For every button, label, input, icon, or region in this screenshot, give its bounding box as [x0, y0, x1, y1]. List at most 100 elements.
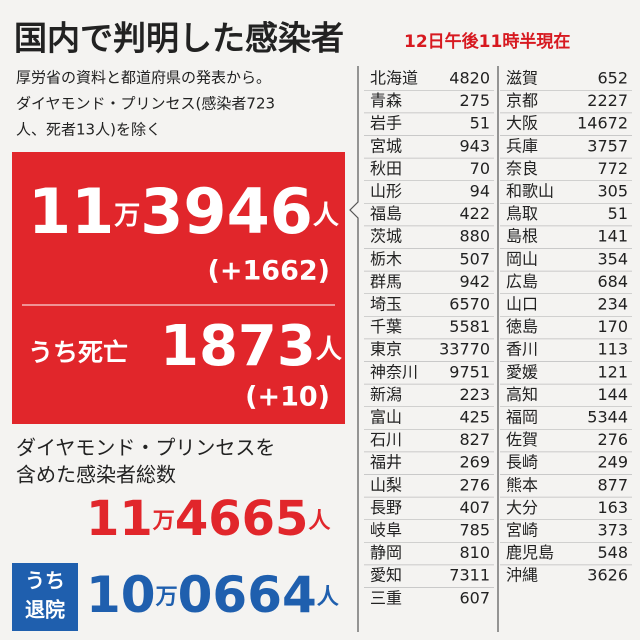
- ship-total: 11万4665人: [86, 491, 330, 547]
- prefecture: 新潟: [370, 385, 402, 404]
- case-count: 269: [459, 453, 490, 472]
- unit: 人: [313, 201, 339, 231]
- title: 国内で判明した感染者: [14, 19, 344, 58]
- total-change: (+1662): [208, 256, 330, 287]
- case-count: 113: [597, 340, 628, 359]
- prefecture: 大阪: [506, 114, 538, 133]
- case-count: 144: [597, 385, 628, 404]
- prefecture: 兵庫: [506, 136, 538, 155]
- case-count: 33770: [439, 340, 490, 359]
- prefecture: 岡山: [506, 249, 538, 268]
- case-count: 785: [459, 521, 490, 540]
- num: 4665: [175, 491, 309, 547]
- case-count: 407: [459, 498, 490, 517]
- unit: 人: [316, 335, 342, 365]
- recovered-label: 退院: [25, 598, 65, 622]
- case-count: 548: [597, 543, 628, 562]
- unit: 人: [308, 509, 330, 534]
- case-count: 9751: [449, 362, 490, 381]
- prefecture: 富山: [370, 408, 402, 427]
- prefecture: 千葉: [370, 317, 402, 336]
- domestic-box: [12, 152, 345, 424]
- case-count: 234: [597, 295, 628, 314]
- case-count: 6570: [449, 295, 490, 314]
- prefecture: 長崎: [506, 453, 538, 472]
- prefecture: 宮崎: [506, 521, 538, 540]
- prefecture: 京都: [506, 91, 538, 110]
- case-count: 276: [597, 430, 628, 449]
- prefecture: 石川: [370, 430, 402, 449]
- prefecture: 大分: [506, 498, 538, 517]
- prefecture: 栃木: [370, 249, 402, 268]
- prefecture: 鳥取: [506, 204, 538, 223]
- case-count: 51: [608, 204, 628, 223]
- prefecture: 山口: [506, 295, 538, 314]
- death-change: (+10): [245, 382, 330, 413]
- case-count: 4820: [449, 69, 490, 88]
- case-count: 2227: [587, 91, 628, 110]
- prefecture: 高知: [506, 385, 538, 404]
- prefecture: 宮城: [370, 136, 402, 155]
- prefecture: 三重: [370, 588, 402, 607]
- note-line: 厚労省の資料と都道府県の発表から。: [16, 69, 271, 87]
- unit: 人: [317, 585, 339, 610]
- case-count: 810: [459, 543, 490, 562]
- prefecture: 秋田: [370, 159, 402, 178]
- unit: 万: [114, 201, 140, 231]
- domestic-total: 11万3946人: [28, 175, 339, 248]
- case-count: 354: [597, 249, 628, 268]
- case-count: 7311: [449, 566, 490, 585]
- case-count: 880: [459, 227, 490, 246]
- case-count: 51: [470, 114, 490, 133]
- case-count: 70: [470, 159, 490, 178]
- prefecture: 長野: [370, 498, 402, 517]
- prefecture: 岩手: [370, 114, 402, 133]
- case-count: 223: [459, 385, 490, 404]
- case-count: 14672: [577, 114, 628, 133]
- case-count: 276: [459, 475, 490, 494]
- prefecture: 福岡: [506, 408, 538, 427]
- prefecture: 神奈川: [370, 362, 418, 381]
- case-count: 607: [459, 588, 490, 607]
- prefecture: 東京: [370, 340, 402, 359]
- case-count: 94: [470, 182, 490, 201]
- case-count: 772: [597, 159, 628, 178]
- case-count: 170: [597, 317, 628, 336]
- num: 3946: [140, 175, 313, 248]
- case-count: 652: [597, 69, 628, 88]
- case-count: 507: [459, 249, 490, 268]
- prefecture: 香川: [506, 340, 538, 359]
- prefecture: 福島: [370, 204, 402, 223]
- case-count: 163: [597, 498, 628, 517]
- case-count: 275: [459, 91, 490, 110]
- prefecture: 群馬: [370, 272, 402, 291]
- prefecture: 静岡: [370, 543, 402, 562]
- prefecture: 佐賀: [506, 430, 538, 449]
- case-count: 141: [597, 227, 628, 246]
- prefecture: 北海道: [370, 69, 418, 88]
- case-count: 5581: [449, 317, 490, 336]
- case-count: 373: [597, 521, 628, 540]
- prefecture: 茨城: [370, 227, 402, 246]
- num: 10: [86, 566, 156, 624]
- unit: 万: [152, 509, 175, 534]
- case-count: 943: [459, 136, 490, 155]
- prefecture: 奈良: [506, 159, 538, 178]
- prefecture: 愛知: [370, 566, 402, 585]
- prefecture: 熊本: [506, 475, 538, 494]
- case-count: 942: [459, 272, 490, 291]
- case-count: 827: [459, 430, 490, 449]
- prefecture: 徳島: [506, 317, 538, 336]
- prefecture: 広島: [506, 272, 538, 291]
- prefecture: 埼玉: [370, 295, 402, 314]
- case-count: 3757: [587, 136, 628, 155]
- case-count: 5344: [587, 408, 628, 427]
- case-count: 249: [597, 453, 628, 472]
- deaths: 1873人: [160, 314, 342, 379]
- prefecture: 愛媛: [506, 362, 538, 381]
- note-line: 人、死者13人)を除く: [16, 121, 161, 139]
- unit: 万: [155, 585, 178, 610]
- prefecture: 山形: [370, 182, 402, 201]
- case-count: 305: [597, 182, 628, 201]
- case-count: 425: [459, 408, 490, 427]
